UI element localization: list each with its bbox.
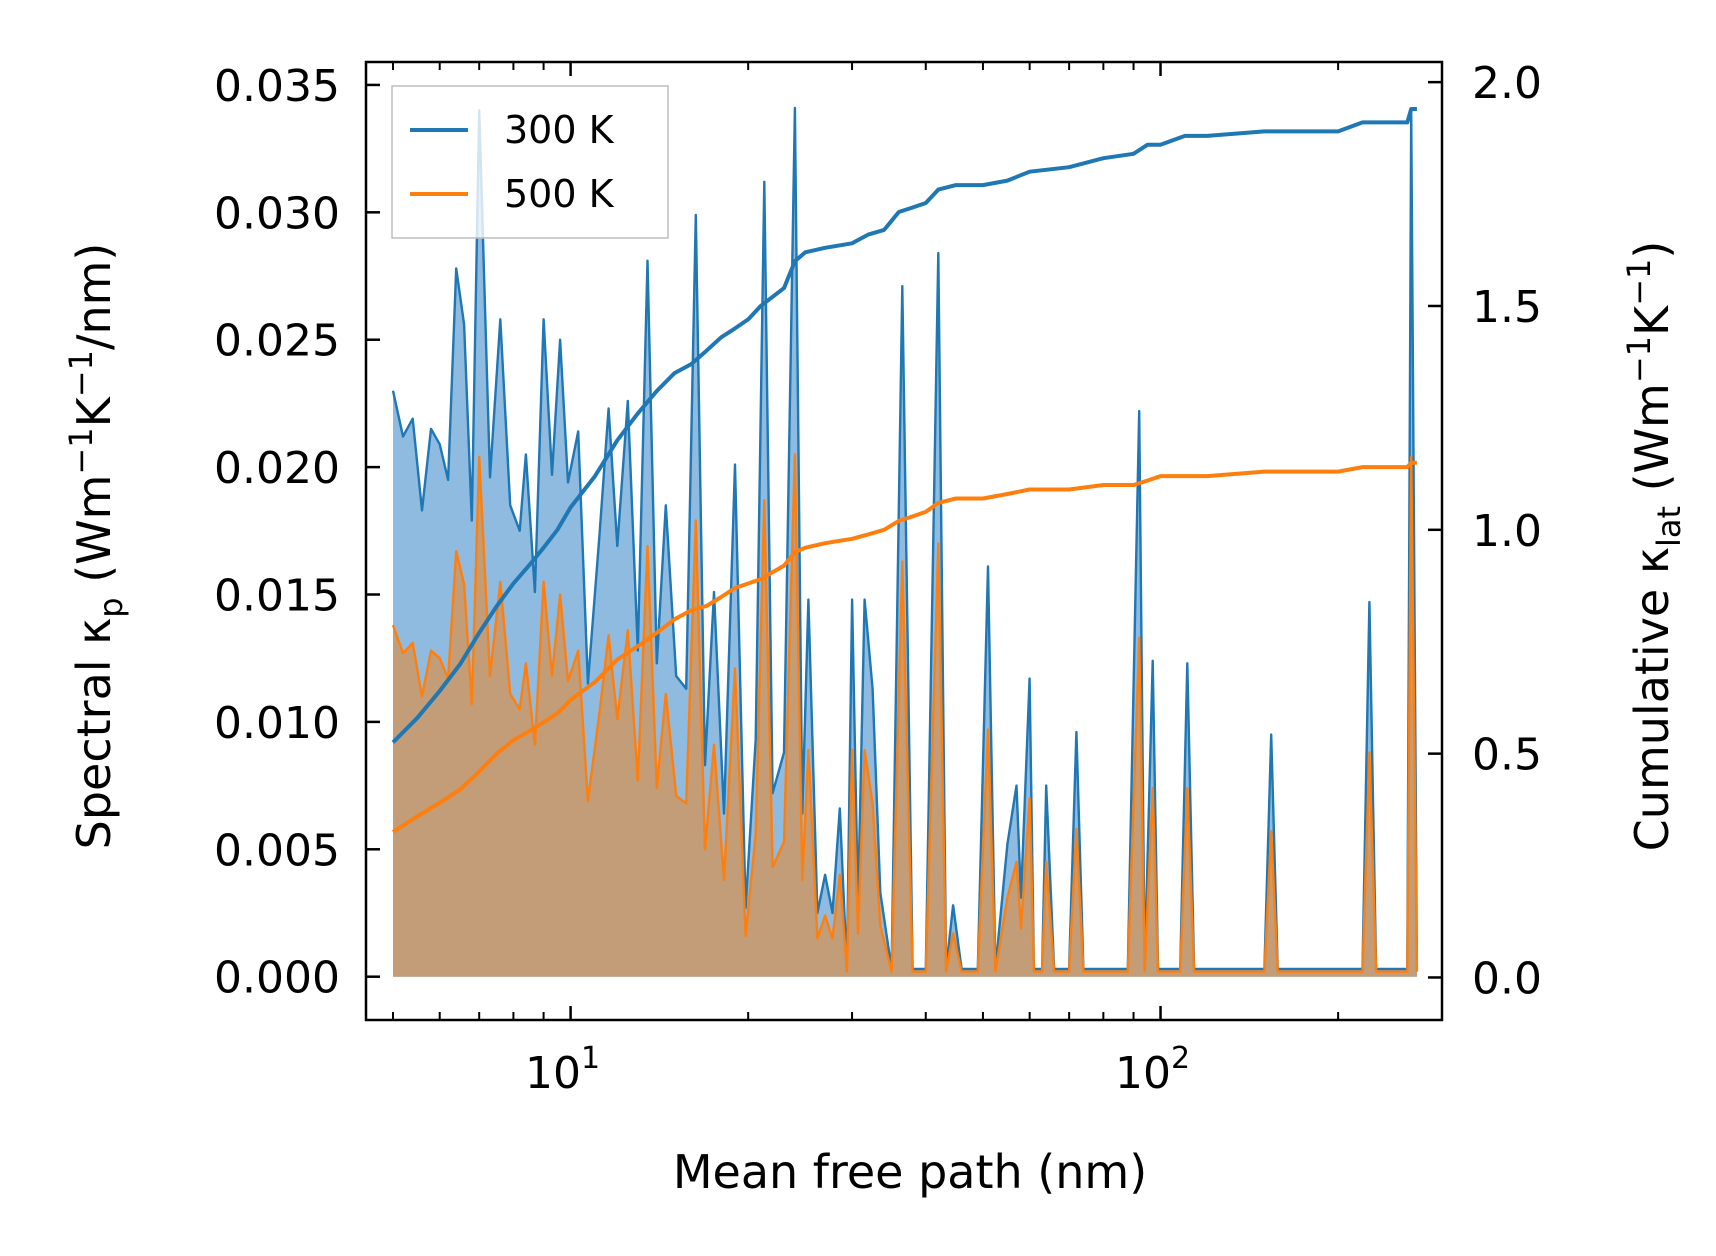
legend-box [391,85,669,239]
right-y-tick-label: 0.0 [1472,953,1542,1004]
left-y-tick-label: 0.020 [214,443,340,494]
axes: 0.000 0.005 0.010 0.015 0.020 0.025 0.030 0.035… [214,58,1542,1099]
series-group [391,106,1419,977]
x-tick-label: 102 [1115,1041,1190,1099]
right-y-tick-label: 1.5 [1472,282,1542,333]
legend: 300 K 500 K [391,85,669,239]
plot-area [391,106,1419,977]
right-y-axis-title: Cumulative κlat (Wm−1K−1) [1620,241,1688,852]
right-y-tick-label: 2.0 [1472,58,1542,109]
left-y-tick-label: 0.010 [214,698,340,749]
x-axis-title: Mean free path (nm) [673,1145,1147,1199]
left-y-tick-label: 0.025 [214,316,340,367]
left-y-tick-label: 0.000 [214,953,340,1004]
left-y-tick-label: 0.015 [214,571,340,622]
right-y-tick-label: 0.5 [1472,730,1542,781]
x-tick-label: 101 [525,1041,600,1099]
cumulative-line-500-k [391,460,1417,834]
left-y-tick-label: 0.035 [214,61,340,112]
left-y-tick-label: 0.030 [214,188,340,239]
right-y-tick-label: 1.0 [1472,506,1542,557]
cumulative-line-300-k [391,107,1417,744]
spectral-line-500-k [391,453,1419,973]
left-y-axis-title: Spectral κp (Wm−1K−1/nm) [62,243,130,850]
left-y-tick-label: 0.005 [214,825,340,876]
spectral-line-300-k [391,106,1419,971]
plot-frame [364,60,1444,1022]
legend-label: 300 K [504,108,615,152]
legend-label: 500 K [504,172,615,216]
